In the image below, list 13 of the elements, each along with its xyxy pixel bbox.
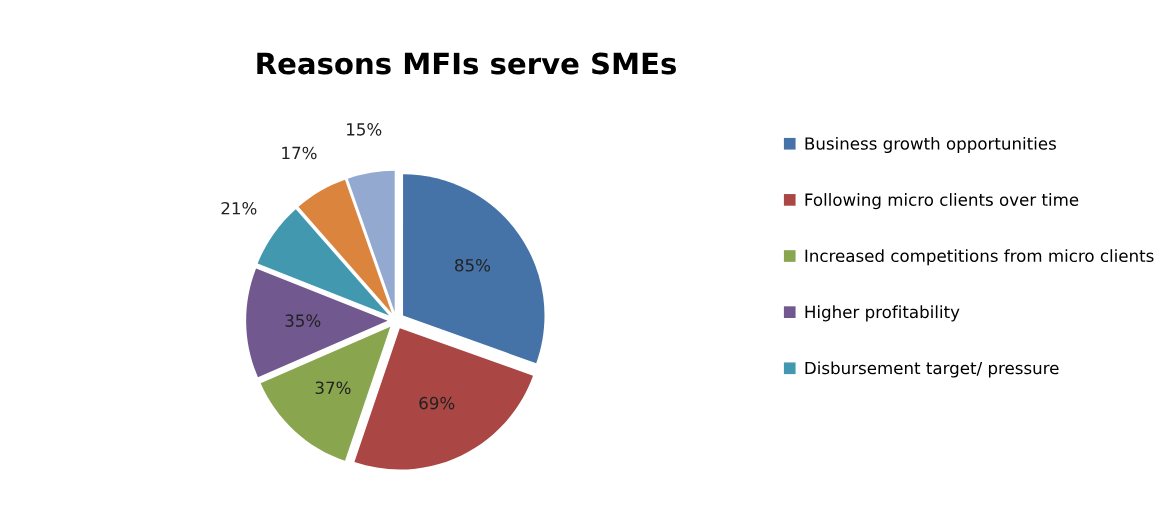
chart-title: Reasons MFIs serve SMEs: [257, 52, 676, 75]
data-label: 35%: [285, 314, 321, 327]
legend-label: Higher profitability: [805, 305, 960, 322]
data-label: 69%: [419, 396, 455, 410]
data-label: 17%: [282, 146, 317, 160]
legend-label: Following micro clients over time: [805, 193, 1079, 210]
legend-label: Increased competitions from micro clients: [805, 249, 1154, 266]
data-label: 85%: [455, 258, 491, 272]
legend-label: Business growth opportunities: [805, 136, 1056, 154]
data-label: 21%: [221, 201, 257, 215]
data-label: 37%: [315, 381, 351, 395]
legend-label: Disbursement target/ pressure: [805, 361, 1059, 378]
data-label: 15%: [347, 123, 382, 136]
